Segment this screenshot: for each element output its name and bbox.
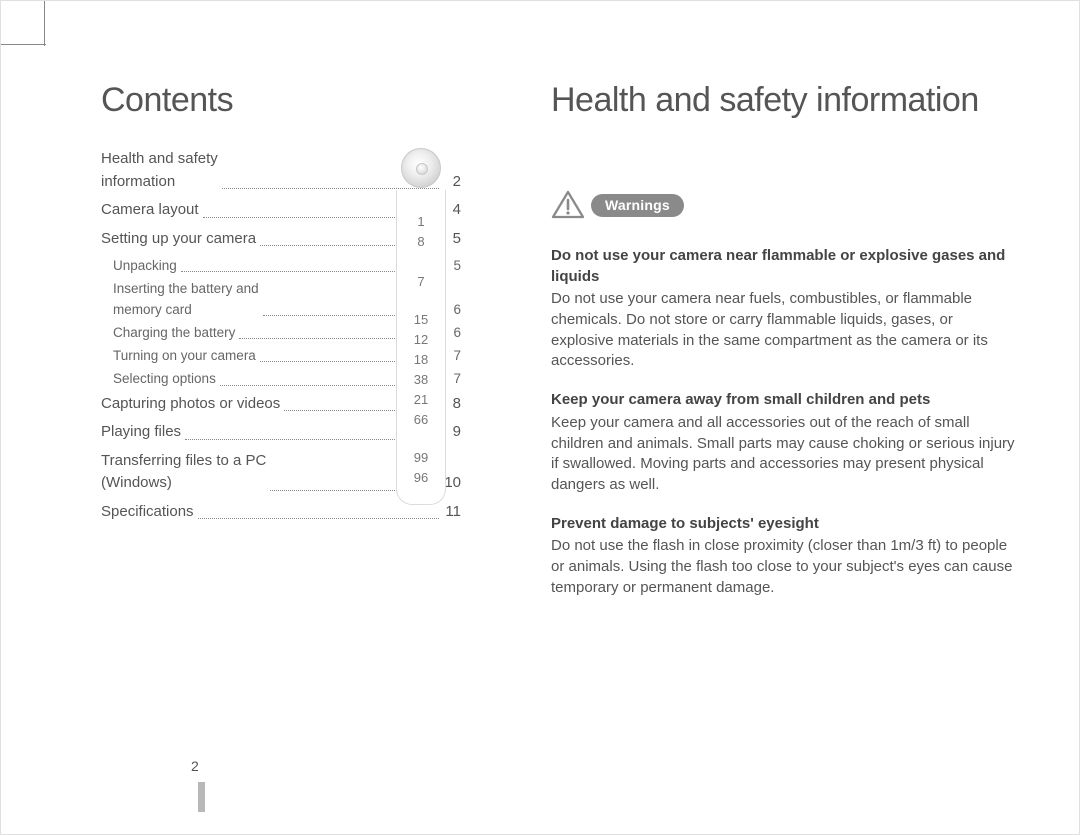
side-index-value: 21 <box>397 392 445 412</box>
side-index-value <box>397 254 445 274</box>
warning-title: Prevent damage to subjects' eyesight <box>551 514 1019 535</box>
toc-label: Turning on your camera <box>113 346 256 366</box>
warnings-header: Warnings <box>551 190 1019 220</box>
warning-title: Do not use your camera near flammable or… <box>551 246 1019 287</box>
toc-label: Setting up your camera <box>101 228 256 251</box>
toc-label: Charging the battery <box>113 323 235 343</box>
side-index-value: 18 <box>397 352 445 372</box>
toc-label: Playing files <box>101 421 181 444</box>
toc-label: Camera layout <box>101 199 199 222</box>
warning-sections: Do not use your camera near flammable or… <box>551 246 1019 598</box>
side-index-value: 99 <box>397 432 445 470</box>
side-index-value: 1 <box>397 196 445 234</box>
toc-label: Health and safety information <box>101 148 218 193</box>
toc-label: Inserting the battery and memory card <box>113 279 259 320</box>
side-index-strip: 18 71512183821669996 <box>396 148 446 505</box>
side-index-value: 15 <box>397 294 445 332</box>
page-number-bar <box>198 782 205 812</box>
side-index-value: 66 <box>397 412 445 432</box>
toc-label: Selecting options <box>113 369 216 389</box>
warning-block: Prevent damage to subjects' eyesightDo n… <box>551 514 1019 599</box>
crop-mark-horizontal <box>1 44 46 45</box>
side-index-value: 38 <box>397 372 445 392</box>
warnings-badge: Warnings <box>591 194 684 217</box>
warning-triangle-icon <box>551 190 585 220</box>
manual-page: Contents Health and safety information2C… <box>0 0 1080 835</box>
page-number: 2 <box>191 758 199 774</box>
side-index-value: 7 <box>397 274 445 294</box>
toc-wrap: Health and safety information2Camera lay… <box>101 148 461 523</box>
health-safety-heading: Health and safety information <box>551 81 1019 120</box>
toc-label: Unpacking <box>113 256 177 276</box>
crop-mark-vertical <box>44 1 45 46</box>
side-index-value: 12 <box>397 332 445 352</box>
dial-icon <box>401 148 441 188</box>
contents-column: Contents Health and safety information2C… <box>101 81 461 794</box>
warning-body: Do not use the flash in close proximity … <box>551 536 1019 598</box>
toc-leader-dots <box>198 518 439 519</box>
health-safety-column: Health and safety information Warnings D… <box>551 81 1019 794</box>
warning-body: Keep your camera and all accessories out… <box>551 413 1019 496</box>
warning-block: Do not use your camera near flammable or… <box>551 246 1019 372</box>
contents-heading: Contents <box>101 81 461 120</box>
toc-label: Specifications <box>101 501 194 524</box>
warning-body: Do not use your camera near fuels, combu… <box>551 289 1019 372</box>
side-index-value: 96 <box>397 470 445 490</box>
toc-label: Transferring files to a PC (Windows) <box>101 450 266 495</box>
side-index-value: 8 <box>397 234 445 254</box>
warning-block: Keep your camera away from small childre… <box>551 390 1019 495</box>
warning-title: Keep your camera away from small childre… <box>551 390 1019 411</box>
page-columns: Contents Health and safety information2C… <box>101 81 1019 794</box>
side-index-values: 18 71512183821669996 <box>396 190 446 505</box>
toc-label: Capturing photos or videos <box>101 393 280 416</box>
